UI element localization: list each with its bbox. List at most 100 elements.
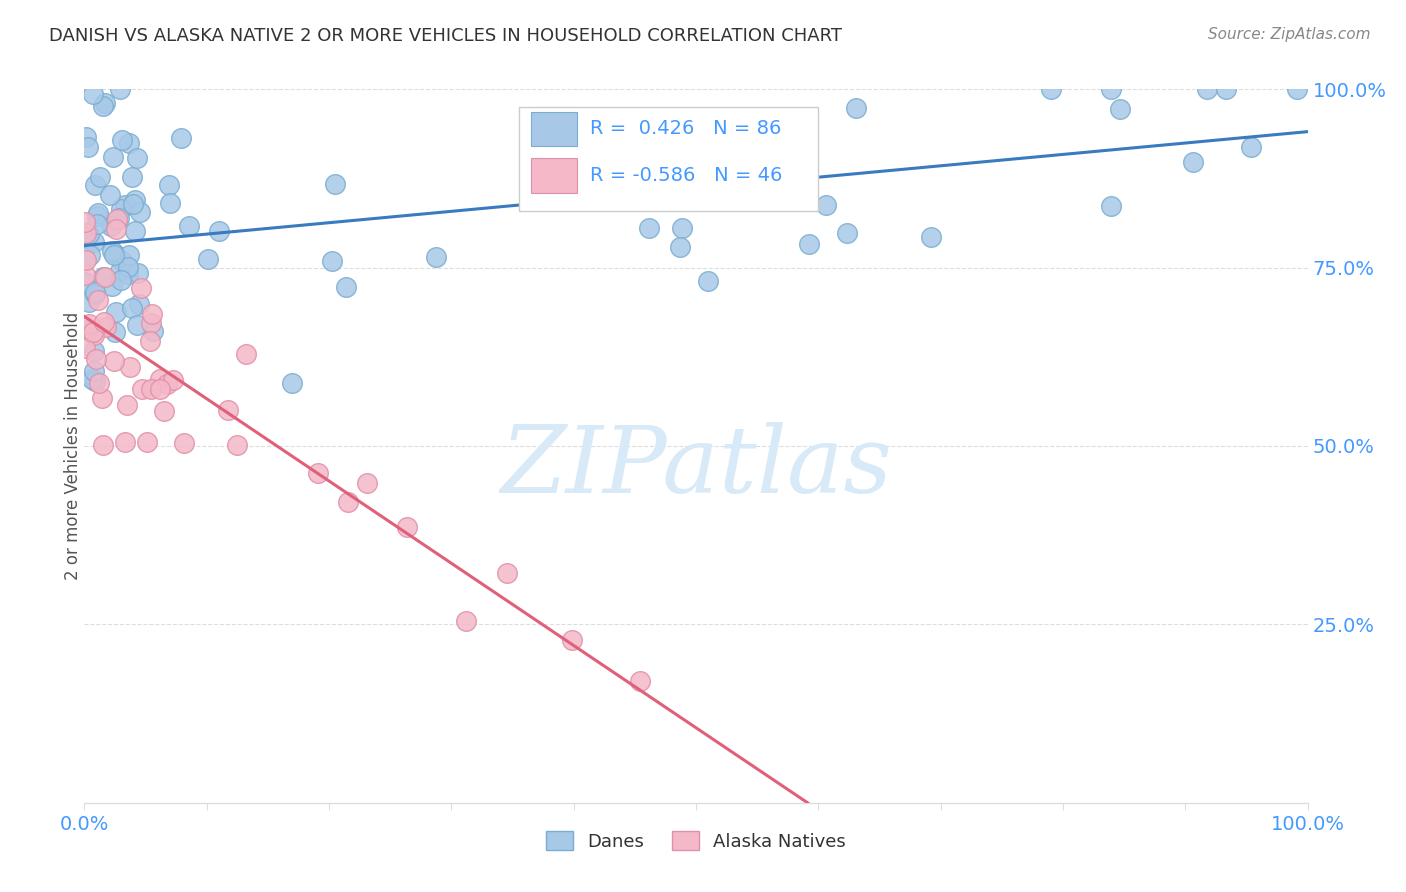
Point [1108,102,1130,116]
Point [73,276,96,290]
Point [139,334,162,348]
Point [217,403,239,417]
Point [114,435,136,450]
Text: Source: ZipAtlas.com: Source: ZipAtlas.com [1208,27,1371,42]
Point [628,673,651,688]
Point [75,226,97,240]
Point [103,354,125,368]
Point [83,344,105,359]
Point [110,202,132,216]
Point [139,382,162,396]
Y-axis label: 2 or more Vehicles in Household: 2 or more Vehicles in Household [65,312,82,580]
FancyBboxPatch shape [519,107,818,211]
Point [153,403,176,417]
Point [101,279,124,293]
Point [84,178,107,192]
Point [91,270,114,285]
Point [93,316,115,330]
Point [668,240,690,254]
Point [100,244,122,258]
Point [83,364,105,378]
Point [149,382,172,396]
Point [157,178,180,193]
Point [356,476,378,491]
Point [425,251,447,265]
Point [1240,140,1263,154]
Point [87,376,110,391]
Point [108,211,131,226]
Point [335,279,357,293]
Point [837,226,859,240]
Point [671,221,693,235]
Point [91,99,114,113]
Point [77,227,100,242]
FancyBboxPatch shape [531,112,578,146]
Point [128,296,150,310]
Point [696,274,718,288]
Legend: Danes, Alaska Natives: Danes, Alaska Natives [538,824,853,858]
Point [128,205,150,219]
Point [117,260,139,274]
Point [89,169,111,184]
Point [845,101,868,115]
Point [208,224,231,238]
Point [75,130,97,145]
Point [94,320,117,334]
Point [111,132,134,146]
Point [115,398,138,412]
Point [337,495,360,509]
Point [127,318,149,332]
Point [117,248,139,262]
Point [105,212,128,227]
Point [226,438,249,452]
Point [110,273,132,287]
Text: DANISH VS ALASKA NATIVE 2 OR MORE VEHICLES IN HOUSEHOLD CORRELATION CHART: DANISH VS ALASKA NATIVE 2 OR MORE VEHICL… [49,27,842,45]
Point [105,221,128,235]
Point [80,372,103,386]
Point [799,237,821,252]
Point [162,373,184,387]
Point [83,328,105,343]
Point [76,140,98,154]
Point [94,95,117,110]
Point [159,195,181,210]
Point [108,264,131,278]
Point [75,342,97,356]
Point [101,150,124,164]
FancyBboxPatch shape [531,159,578,193]
Point [104,325,127,339]
Point [129,281,152,295]
Point [108,82,131,96]
Text: R =  0.426   N = 86: R = 0.426 N = 86 [589,119,780,138]
Point [111,253,134,268]
Point [83,286,105,301]
Point [395,519,418,533]
Point [122,197,145,211]
Point [321,254,343,268]
Point [1039,82,1062,96]
Point [815,198,838,212]
Point [1286,82,1309,96]
Point [1195,82,1218,96]
Point [280,376,302,390]
Point [93,438,115,452]
Point [1181,154,1204,169]
Point [79,294,101,309]
Point [170,130,193,145]
Point [86,206,108,220]
Point [117,267,139,281]
Point [307,466,329,480]
Point [135,434,157,449]
Point [87,293,110,308]
Point [142,325,165,339]
Point [124,194,146,208]
Point [83,374,105,388]
Point [125,152,148,166]
Point [75,253,97,268]
Point [118,136,141,150]
Point [84,285,107,300]
Point [104,305,127,319]
Point [149,372,172,386]
Point [456,614,478,628]
Point [114,198,136,212]
